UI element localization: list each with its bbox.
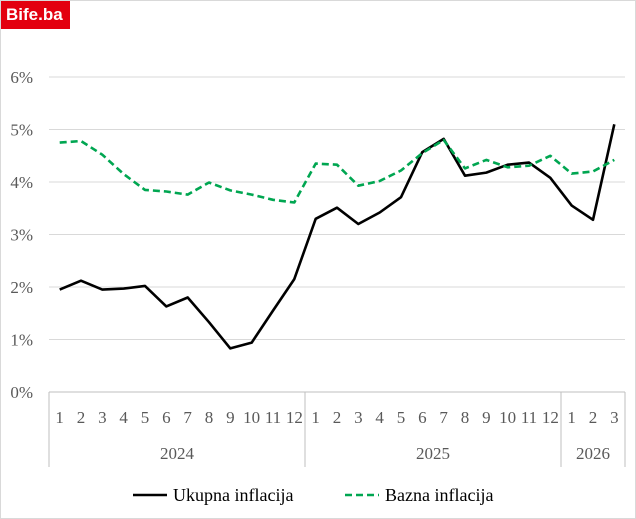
x-tick-label: 8 — [461, 408, 470, 427]
x-tick-label: 9 — [226, 408, 235, 427]
y-tick-label: 3% — [10, 226, 33, 245]
x-tick-label: 1 — [311, 408, 320, 427]
legend-entry: Ukupna inflacija — [173, 485, 293, 505]
x-tick-label: 1 — [55, 408, 64, 427]
x-tick-label: 11 — [265, 408, 281, 427]
y-axis-ticks: 0% 1% 2% 3% 4% 5% 6% — [10, 68, 33, 402]
x-tick-label: 1 — [567, 408, 576, 427]
year-group-label: 2025 — [416, 444, 450, 463]
x-tick-label: 10 — [499, 408, 516, 427]
series-line — [59, 138, 615, 204]
x-tick-label: 5 — [141, 408, 150, 427]
site-logo: Bife.ba — [1, 1, 70, 29]
x-tick-label: 12 — [542, 408, 559, 427]
x-tick-label: 7 — [183, 408, 192, 427]
x-tick-label: 11 — [521, 408, 537, 427]
x-tick-label: 9 — [482, 408, 491, 427]
x-axis-year-groups: 2024 2025 2026 — [48, 392, 626, 467]
series-lines — [59, 124, 616, 350]
x-tick-label: 7 — [439, 408, 448, 427]
x-tick-label: 6 — [162, 408, 171, 427]
y-tick-label: 4% — [10, 173, 33, 192]
y-tick-label: 0% — [10, 383, 33, 402]
legend: Ukupna inflacija Bazna inflacija — [133, 485, 493, 505]
x-tick-label: 8 — [205, 408, 214, 427]
y-tick-label: 1% — [10, 331, 33, 350]
gridlines — [49, 76, 625, 340]
y-tick-label: 5% — [10, 121, 33, 140]
year-group-label: 2026 — [576, 444, 610, 463]
x-tick-label: 3 — [98, 408, 107, 427]
year-group-label: 2024 — [160, 444, 195, 463]
y-tick-label: 6% — [10, 68, 33, 87]
x-tick-label: 2 — [77, 408, 86, 427]
x-tick-label: 2 — [589, 408, 598, 427]
legend-entry: Bazna inflacija — [385, 485, 493, 505]
series-line — [59, 124, 616, 350]
x-tick-label: 2 — [333, 408, 342, 427]
x-tick-label: 5 — [397, 408, 406, 427]
x-tick-label: 3 — [354, 408, 363, 427]
x-tick-label: 6 — [418, 408, 427, 427]
x-tick-label: 4 — [375, 408, 384, 427]
x-tick-label: 4 — [119, 408, 128, 427]
x-tick-label: 10 — [243, 408, 260, 427]
x-tick-label: 3 — [610, 408, 619, 427]
x-tick-label: 12 — [286, 408, 303, 427]
y-tick-label: 2% — [10, 278, 33, 297]
x-axis-ticks: 1 2 3 4 5 6 7 8 9 10 11 12 1 2 3 4 5 6 7 8 9 10 11 12 1 2 3 — [55, 408, 618, 427]
